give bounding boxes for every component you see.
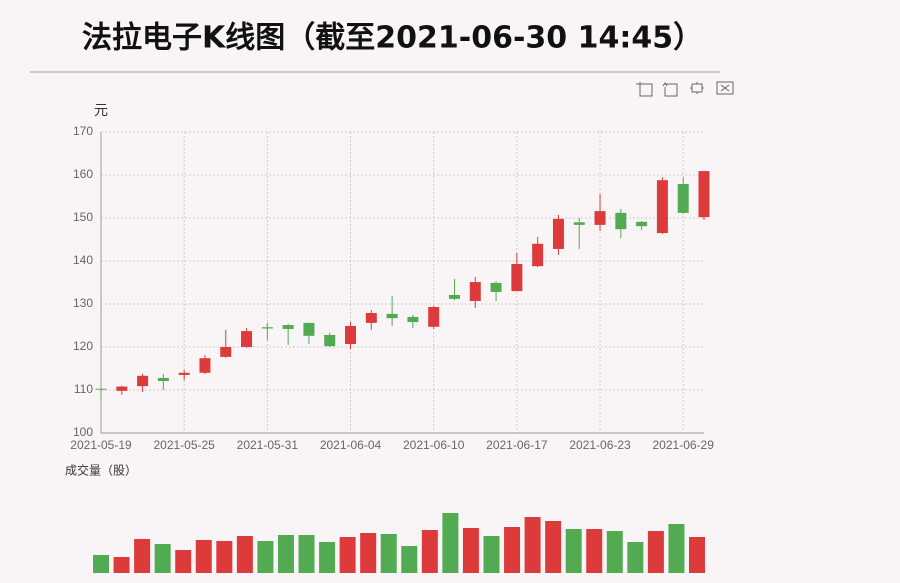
x-tick-label: 2021-06-04 [320,438,382,452]
x-tick-label: 2021-06-29 [653,438,715,452]
x-tick-label: 2021-05-25 [153,438,215,452]
volume-bar [277,535,294,573]
candle-body [573,222,585,225]
y-axis-label: 元 [94,103,108,119]
x-tick-label: 2021-05-19 [70,438,132,452]
candle-body [282,325,294,329]
y-tick-label: 120 [73,339,93,353]
candle-body [345,325,357,344]
x-tick-label: 2021-05-31 [237,438,299,452]
volume-bar [545,521,562,573]
candle-body [448,294,460,299]
volume-bar [483,536,500,573]
volume-bar [647,531,664,573]
volume-bar [195,540,212,573]
candle-body [365,313,377,323]
y-tick-label: 130 [73,296,93,310]
candle-body [552,218,564,249]
volume-bar [627,542,644,573]
volume-bar [134,539,151,573]
candle-body [594,211,606,225]
volume-bar [504,527,521,573]
volume-bar [175,550,192,573]
volume-bar [606,531,623,573]
candle-body [490,282,502,292]
candle-body [656,180,668,234]
volume-bar [216,541,233,573]
candle-body [407,316,419,323]
volume-bar [462,528,479,573]
x-tick-label: 2021-06-10 [403,438,465,452]
candle-body [698,171,710,218]
volume-bar [524,517,541,573]
y-tick-label: 140 [73,253,93,267]
volume-bar [339,537,356,573]
y-tick-label: 160 [73,167,93,181]
candle-body [532,243,544,267]
candle-body [469,282,481,301]
volume-label: 成交量（股） [65,463,137,478]
candle-body [137,375,149,387]
volume-bar [236,536,253,573]
volume-bar [586,529,603,573]
volume-bar [442,513,459,573]
candle-body [677,184,689,213]
candle-body [428,307,440,327]
volume-bar [298,535,315,573]
candle-body [241,331,253,347]
y-tick-label: 150 [73,210,93,224]
chart-title: 法拉电子K线图（截至2021-06-30 14:45） [82,21,703,56]
volume-bar [93,555,109,573]
volume-bar [360,533,377,573]
volume-bar [319,542,336,573]
candle-body [303,322,315,336]
volume-bar [668,524,685,573]
candle-body [95,388,107,390]
restore-icon[interactable] [662,82,678,97]
y-tick-label: 170 [73,124,93,138]
reset-icon[interactable] [690,82,704,94]
candle-body [261,327,273,329]
candle-body [157,377,169,381]
y-tick-label: 110 [74,382,93,396]
zoom-icon[interactable] [636,82,653,97]
candle-body [220,347,232,357]
volume-bar [401,546,418,573]
volume-bar [689,537,705,573]
volume-bar [113,557,130,573]
toolbox[interactable] [636,81,734,97]
candle-body [615,212,627,230]
candle-body [178,372,190,375]
candle-body [324,334,336,347]
save-icon[interactable] [716,81,734,95]
candle-body [511,264,523,292]
volume-bar [565,529,582,573]
x-tick-label: 2021-06-23 [569,438,631,452]
candle-body [386,313,398,319]
candle-body [636,221,648,227]
y-tick-label: 100 [73,425,93,439]
volume-bar [421,530,438,573]
x-tick-label: 2021-06-17 [486,438,548,452]
volume-bar [154,544,171,573]
candle-body [199,358,211,373]
volume-bar [257,541,274,573]
volume-bar [380,534,397,573]
candle-body [116,386,128,391]
